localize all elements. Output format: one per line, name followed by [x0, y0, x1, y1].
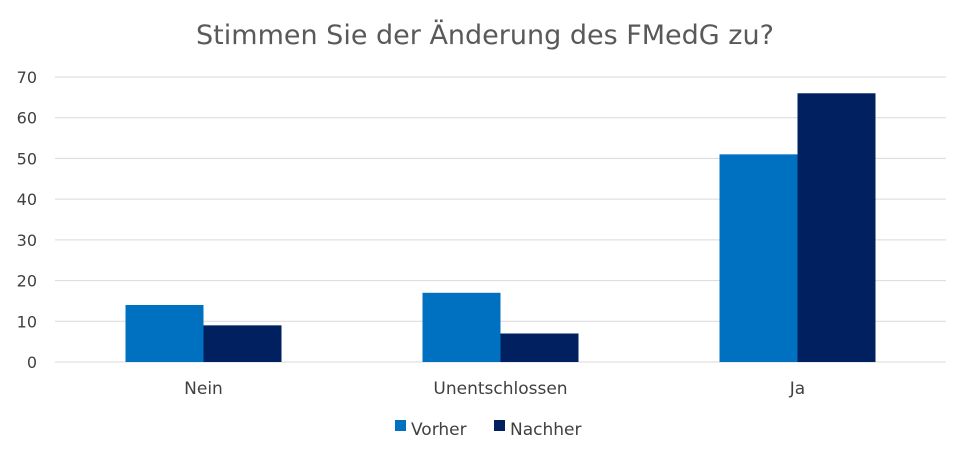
bar-vorher-ja [719, 154, 798, 362]
y-tick-label: 30 [17, 231, 37, 250]
x-axis-categories: Nein Unentschlossen Ja [184, 379, 805, 399]
bar-vorher-unentschlossen [422, 292, 501, 362]
y-tick-label: 10 [17, 312, 37, 331]
x-category-label: Ja [789, 379, 805, 399]
y-axis-ticks: 0 10 20 30 40 50 60 70 [17, 68, 37, 372]
legend-label-nachher: Nachher [510, 420, 581, 440]
bar-nachher-nein [203, 325, 282, 362]
legend: Vorher Nachher [395, 420, 581, 440]
legend-label-vorher: Vorher [411, 420, 467, 440]
x-category-label: Unentschlossen [433, 379, 567, 399]
bars [125, 93, 876, 363]
y-tick-label: 50 [17, 149, 37, 168]
chart-title: Stimmen Sie der Änderung des FMedG zu? [196, 19, 774, 51]
y-tick-label: 20 [17, 272, 37, 291]
y-tick-label: 40 [17, 190, 37, 209]
x-category-label: Nein [184, 379, 223, 399]
y-tick-label: 70 [17, 68, 37, 87]
bar-nachher-ja [797, 93, 876, 363]
bar-vorher-nein [125, 305, 204, 362]
bar-nachher-unentschlossen [500, 333, 579, 362]
legend-swatch-nachher [494, 420, 505, 431]
y-tick-label: 60 [17, 109, 37, 128]
y-tick-label: 0 [27, 353, 37, 372]
legend-swatch-vorher [395, 420, 406, 431]
